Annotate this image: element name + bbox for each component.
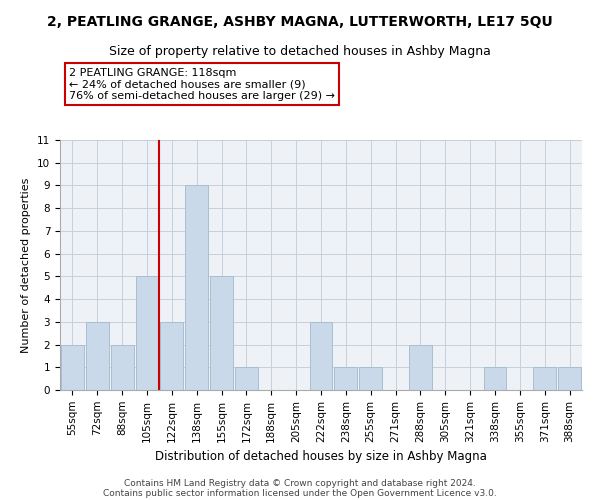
Bar	[111, 344, 134, 390]
Text: Contains HM Land Registry data © Crown copyright and database right 2024.: Contains HM Land Registry data © Crown c…	[124, 478, 476, 488]
Bar	[235, 368, 258, 390]
Bar	[409, 344, 432, 390]
Bar	[533, 368, 556, 390]
X-axis label: Distribution of detached houses by size in Ashby Magna: Distribution of detached houses by size …	[155, 450, 487, 463]
Bar	[359, 368, 382, 390]
Bar	[210, 276, 233, 390]
Bar	[61, 344, 84, 390]
Text: 2 PEATLING GRANGE: 118sqm
← 24% of detached houses are smaller (9)
76% of semi-d: 2 PEATLING GRANGE: 118sqm ← 24% of detac…	[69, 68, 335, 100]
Bar	[160, 322, 183, 390]
Bar	[558, 368, 581, 390]
Bar	[185, 186, 208, 390]
Text: 2, PEATLING GRANGE, ASHBY MAGNA, LUTTERWORTH, LE17 5QU: 2, PEATLING GRANGE, ASHBY MAGNA, LUTTERW…	[47, 15, 553, 29]
Bar	[334, 368, 357, 390]
Bar	[310, 322, 332, 390]
Text: Contains public sector information licensed under the Open Government Licence v3: Contains public sector information licen…	[103, 488, 497, 498]
Bar	[484, 368, 506, 390]
Bar	[86, 322, 109, 390]
Text: Size of property relative to detached houses in Ashby Magna: Size of property relative to detached ho…	[109, 45, 491, 58]
Bar	[136, 276, 158, 390]
Y-axis label: Number of detached properties: Number of detached properties	[22, 178, 31, 352]
